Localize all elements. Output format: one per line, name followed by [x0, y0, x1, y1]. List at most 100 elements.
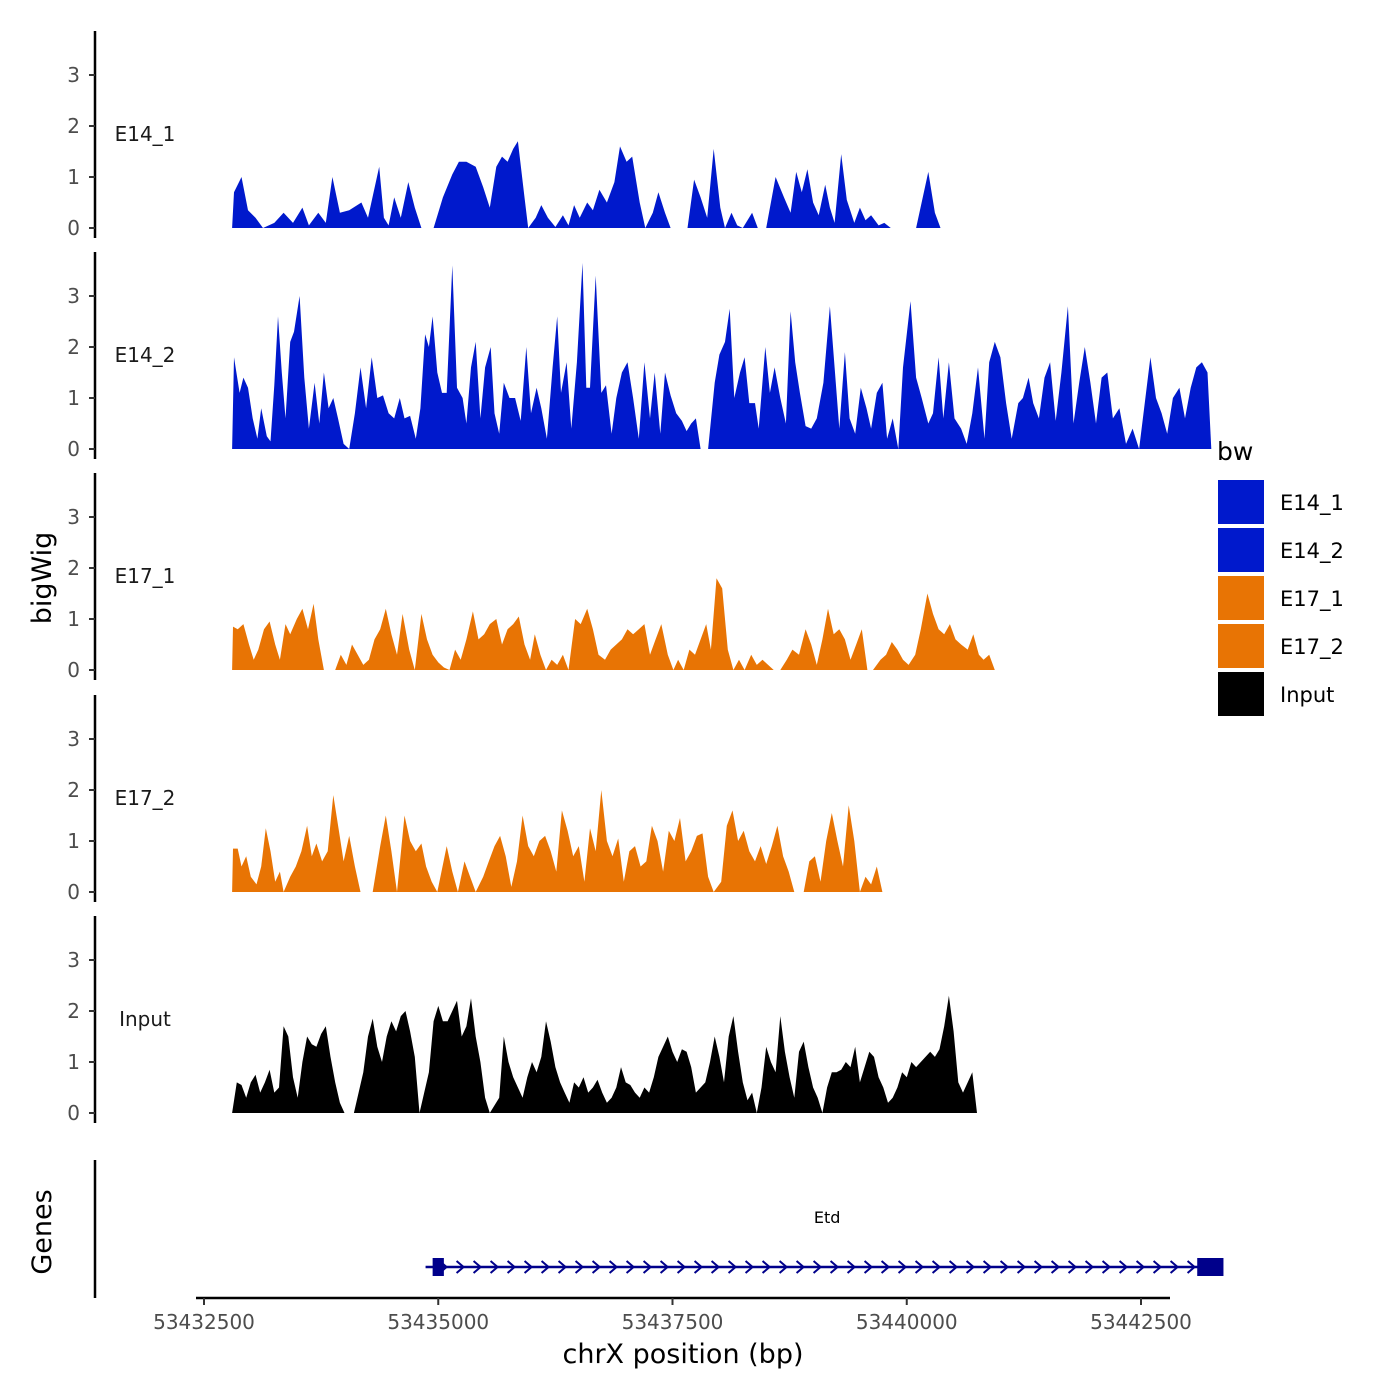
strand-chevron [608, 1260, 619, 1274]
strand-chevron [982, 1260, 993, 1274]
coverage-area-e14-1 [232, 141, 954, 228]
legend-swatch-input [1218, 672, 1264, 716]
y-tick-label: 3 [67, 284, 80, 308]
strand-chevron [1101, 1260, 1112, 1274]
track-label: E14_1 [115, 122, 176, 146]
strand-chevron [897, 1260, 908, 1274]
strand-chevron [1135, 1260, 1146, 1274]
track-label: E17_2 [115, 786, 176, 810]
y-tick-label: 2 [67, 335, 80, 359]
x-axis-title: chrX position (bp) [562, 1339, 803, 1370]
strand-chevron [472, 1260, 483, 1274]
y-tick-label: 3 [67, 505, 80, 529]
gene-exon [432, 1258, 444, 1276]
strand-chevron [659, 1260, 670, 1274]
strand-chevron [455, 1260, 466, 1274]
strand-chevron [1016, 1260, 1027, 1274]
strand-chevron [778, 1260, 789, 1274]
x-axis: 53432500 53435000 53437500 53440000 53442500 [153, 1296, 1192, 1334]
strand-chevron [693, 1260, 704, 1274]
strand-chevron [506, 1260, 517, 1274]
y-tick-label: 1 [67, 386, 80, 410]
track-e17-1: 0 1 2 3 E17_1 [67, 473, 995, 682]
genes-axis-title: Genes [27, 1189, 58, 1274]
legend-swatch-e17-2 [1218, 624, 1264, 668]
strand-chevron [914, 1260, 925, 1274]
strand-chevron [1118, 1260, 1129, 1274]
legend-label-input: Input [1280, 683, 1334, 707]
y-tick-label: 3 [67, 63, 80, 87]
track-e14-2: 0 1 2 3 E14_2 [67, 252, 1212, 461]
y-tick-label: 1 [67, 165, 80, 189]
coverage-area-input [232, 995, 978, 1113]
strand-chevron [1050, 1260, 1061, 1274]
gene-name-label: Etd [814, 1208, 841, 1227]
y-tick-label: 0 [67, 1101, 80, 1125]
strand-chevron [1186, 1260, 1197, 1274]
strand-chevron [574, 1260, 585, 1274]
legend-label-e17-2: E17_2 [1280, 635, 1344, 660]
y-tick-label: 1 [67, 1050, 80, 1074]
coverage-area-e17-1 [232, 578, 995, 670]
y-tick-label: 3 [67, 727, 80, 751]
strand-chevron [1033, 1260, 1044, 1274]
legend-swatch-e14-1 [1218, 480, 1264, 524]
track-e17-2: 0 1 2 3 E17_2 [67, 695, 883, 904]
track-e14-1: 0 1 2 3 E14_1 [67, 31, 954, 240]
strand-chevron [1067, 1260, 1078, 1274]
legend-label-e17-1: E17_1 [1280, 587, 1344, 612]
strand-chevron [642, 1260, 653, 1274]
y-tick-label: 0 [67, 880, 80, 904]
y-tick-label: 0 [67, 437, 80, 461]
y-tick-label: 2 [67, 778, 80, 802]
y-tick-label: 1 [67, 829, 80, 853]
legend-title: bw [1217, 437, 1253, 466]
strand-chevron [880, 1260, 891, 1274]
gene-track-panel: Etd [93, 1160, 1224, 1298]
y-tick-label: 0 [67, 216, 80, 240]
strand-chevron [999, 1260, 1010, 1274]
coverage-area-e14-2 [232, 262, 1212, 449]
strand-chevron [1169, 1260, 1180, 1274]
strand-chevron [761, 1260, 772, 1274]
strand-chevron [1152, 1260, 1163, 1274]
strand-chevron [829, 1260, 840, 1274]
y-tick-label: 2 [67, 114, 80, 138]
x-tick-label: 53442500 [1090, 1310, 1192, 1334]
legend-label-e14-2: E14_2 [1280, 539, 1344, 564]
strand-chevron [489, 1260, 500, 1274]
strand-chevron [931, 1260, 942, 1274]
strand-chevron [846, 1260, 857, 1274]
strand-chevron [744, 1260, 755, 1274]
x-tick-label: 53435000 [387, 1310, 489, 1334]
track-label: E17_1 [115, 564, 176, 588]
y-tick-label: 1 [67, 607, 80, 631]
x-tick-label: 53432500 [153, 1310, 255, 1334]
coverage-area-e17-2 [232, 790, 883, 892]
legend-swatch-e14-2 [1218, 528, 1264, 572]
strand-chevron [710, 1260, 721, 1274]
strand-chevron [676, 1260, 687, 1274]
y-tick-label: 0 [67, 658, 80, 682]
legend: bw E14_1 E14_2 E17_1 E17_2 Input [1217, 437, 1344, 716]
y-axis-title: bigWig [27, 532, 58, 625]
x-tick-label: 53440000 [856, 1310, 958, 1334]
strand-chevron [948, 1260, 959, 1274]
y-tick-label: 3 [67, 948, 80, 972]
strand-chevron [523, 1260, 534, 1274]
gene-exon [1197, 1258, 1224, 1276]
strand-chevron [863, 1260, 874, 1274]
y-tick-label: 2 [67, 556, 80, 580]
strand-chevron [1084, 1260, 1095, 1274]
legend-swatch-e17-1 [1218, 576, 1264, 620]
strand-chevron [625, 1260, 636, 1274]
track-input: 0 1 2 3 Input [67, 916, 978, 1125]
strand-chevron [727, 1260, 738, 1274]
y-tick-label: 2 [67, 999, 80, 1023]
strand-chevron [965, 1260, 976, 1274]
track-label: E14_2 [115, 343, 176, 367]
strand-chevron [812, 1260, 823, 1274]
coverage-panels: 0 1 2 3 E14_1 0 1 2 3 E14_2 0 1 2 3 E17_1 0 1 2 3 E17_2 0 1 2 3… [67, 31, 1212, 1125]
strand-chevron [591, 1260, 602, 1274]
